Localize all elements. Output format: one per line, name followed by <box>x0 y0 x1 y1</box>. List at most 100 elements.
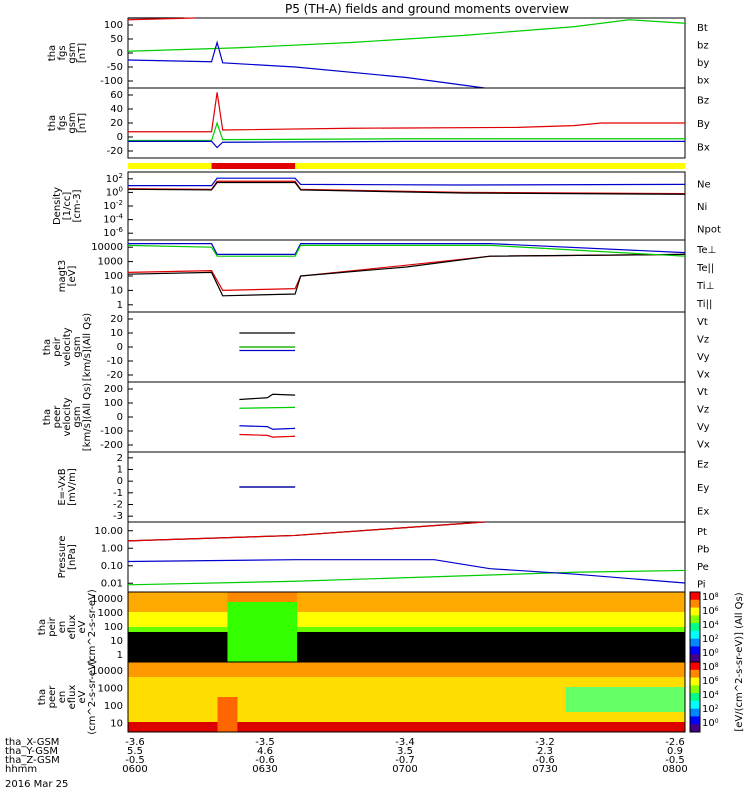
spectrogram-cell <box>446 682 457 688</box>
y-axis-label: peir <box>47 616 58 636</box>
spectrogram-cell <box>376 657 388 663</box>
spectrogram-cell <box>555 637 567 643</box>
spectrogram-cell <box>336 607 348 613</box>
spectrogram-cell <box>326 672 338 678</box>
y-tick-label: 1 <box>117 650 123 661</box>
spectrogram-cell <box>147 677 159 683</box>
spectrogram-cell <box>416 712 427 718</box>
spectrogram-cell <box>675 722 686 728</box>
spectrogram-cell <box>257 627 268 633</box>
spectrogram-cell <box>655 702 666 708</box>
spectrogram-cell <box>177 672 189 678</box>
spectrogram-cell <box>187 727 199 733</box>
spectrogram-cell <box>665 672 676 678</box>
spectrogram-cell <box>396 597 407 603</box>
spectrogram-cell <box>545 672 557 678</box>
spectrogram-cell <box>655 707 666 713</box>
spectrogram-cell <box>466 637 477 643</box>
spectrogram-cell <box>675 707 686 713</box>
spectrogram-cell <box>247 682 258 688</box>
spectrogram-cell <box>496 702 507 708</box>
spectrogram-cell <box>456 657 467 663</box>
spectrogram-cell <box>267 667 278 673</box>
spectrogram-cell <box>227 722 238 728</box>
spectrogram-cell <box>645 632 656 638</box>
spectrogram-cell <box>535 632 547 638</box>
spectrogram-cell <box>297 667 308 673</box>
y-axis-label: gsm <box>72 406 83 427</box>
spectrogram-cell <box>346 602 358 608</box>
spectrogram-cell <box>426 617 437 623</box>
spectrogram-cell <box>267 647 278 653</box>
spectrogram-cell <box>277 627 288 633</box>
spectrogram-cell <box>376 662 388 668</box>
y-tick-label: 40 <box>110 104 123 115</box>
spectrogram-cell <box>316 612 328 618</box>
spectrogram-cell <box>655 697 666 703</box>
y-axis-label: peir <box>52 336 63 356</box>
spectrogram-cell <box>356 637 368 643</box>
spectrogram-cell <box>336 597 348 603</box>
spectrogram-cell <box>615 632 626 638</box>
spectrogram-cell <box>625 687 636 693</box>
spectrogram-cell <box>356 617 368 623</box>
spectrogram-cell <box>227 592 238 598</box>
spectrogram-cell <box>525 622 537 628</box>
spectrogram-cell <box>595 617 606 623</box>
spectrogram-cell <box>496 607 507 613</box>
spectrogram-cell <box>505 592 517 598</box>
y-tick-label: 20 <box>110 118 123 129</box>
spectrogram-cell <box>575 692 587 698</box>
spectrogram-cell <box>277 697 288 703</box>
ephemeris-value: -0.7 <box>395 755 415 766</box>
spectrogram-cell <box>456 647 467 653</box>
spectrogram-cell <box>426 692 437 698</box>
panel-frame <box>127 661 686 733</box>
spectrogram-cell <box>217 657 228 663</box>
spectrogram-cell <box>247 717 258 723</box>
spectrogram-cell <box>227 697 238 703</box>
spectrogram-cell <box>326 622 338 628</box>
spectrogram-cell <box>346 607 358 613</box>
spectrogram-cell <box>356 717 368 723</box>
spectrogram-cell <box>287 677 298 683</box>
spectrogram-cell <box>486 672 497 678</box>
spectrogram-cell <box>476 722 487 728</box>
spectrogram-cell <box>366 692 378 698</box>
spectrogram-cell <box>267 692 278 698</box>
series-line-Npot <box>128 177 686 187</box>
ephemeris-value: 4.6 <box>257 746 273 757</box>
spectrogram-cell <box>336 722 348 728</box>
spectrogram-cell <box>237 657 248 663</box>
spectrogram-cell <box>346 677 358 683</box>
status-bar <box>128 163 685 169</box>
spectrogram-cell <box>386 627 398 633</box>
spectrogram-cell <box>396 707 407 713</box>
spectrogram-cell <box>137 657 149 663</box>
spectrogram-cell <box>237 672 248 678</box>
spectrogram-cell <box>615 617 626 623</box>
spectrogram-cell <box>635 617 646 623</box>
colorbar-swatch <box>690 599 700 609</box>
spectrogram-cell <box>466 692 477 698</box>
spectrogram-cell <box>585 702 596 708</box>
spectrogram-cell <box>486 677 497 683</box>
spectrogram-cell <box>625 622 636 628</box>
spectrogram-cell <box>545 712 557 718</box>
spectrogram-cell <box>406 672 417 678</box>
spectrogram-cell <box>217 667 228 673</box>
spectrogram-cell <box>346 727 358 733</box>
spectrogram-cell <box>287 662 298 668</box>
spectrogram-cell <box>267 727 278 733</box>
spectrogram-cell <box>137 662 149 668</box>
spectrogram-cell <box>635 647 646 653</box>
spectrogram-cell <box>366 717 378 723</box>
spectrogram-cell <box>336 707 348 713</box>
spectrogram-cell <box>157 692 169 698</box>
spectrogram-cell <box>307 717 318 723</box>
spectrogram-cell <box>307 707 318 713</box>
spectrogram-cell <box>615 647 626 653</box>
spectrogram-cell <box>555 707 567 713</box>
spectrogram-cell <box>545 612 557 618</box>
spectrogram-cell <box>167 637 179 643</box>
